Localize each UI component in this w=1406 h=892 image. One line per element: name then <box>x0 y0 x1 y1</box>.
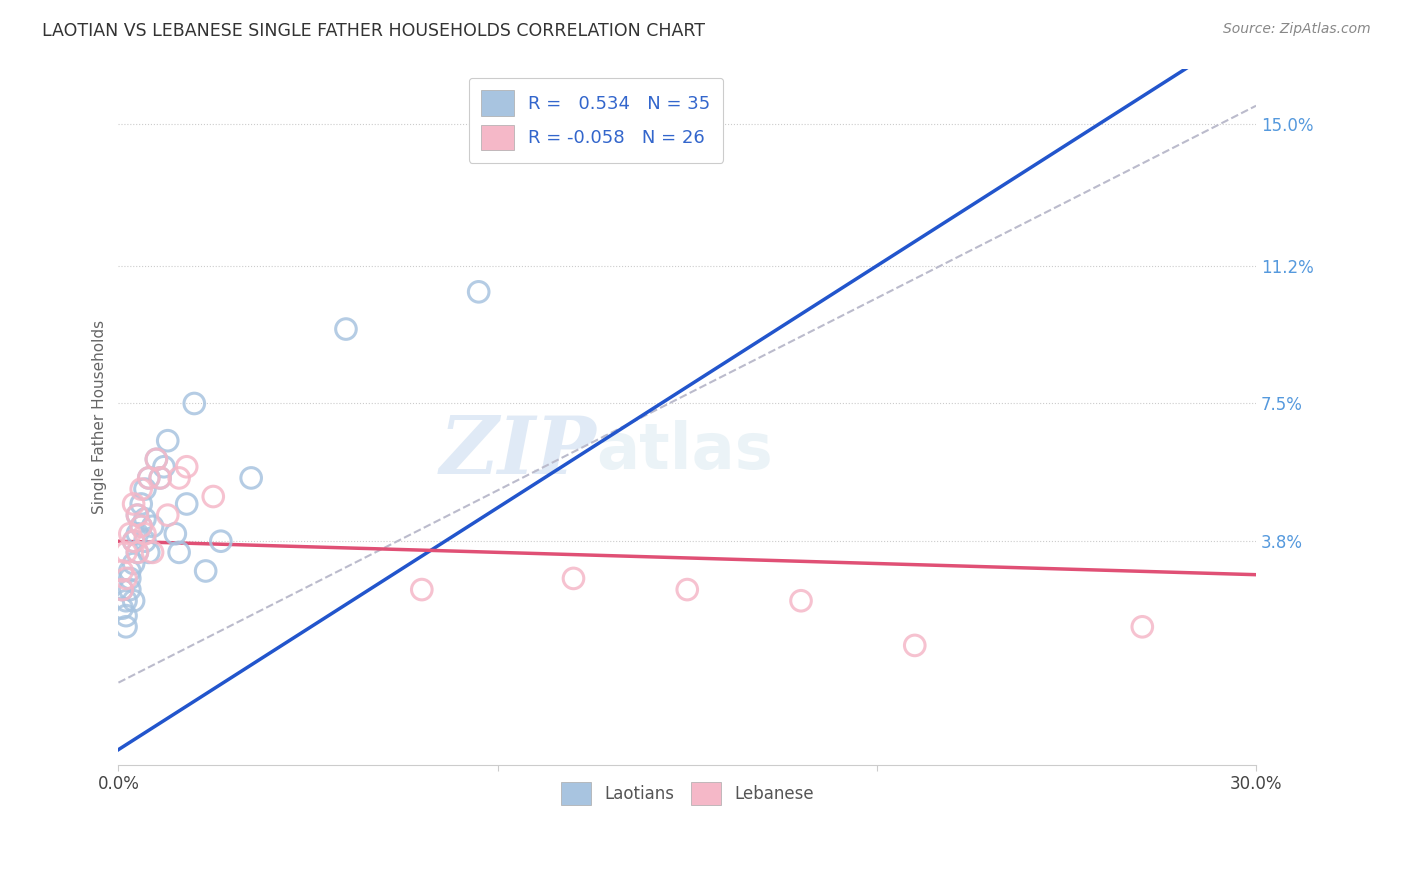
Point <box>149 471 172 485</box>
Point <box>335 322 357 336</box>
Point <box>127 526 149 541</box>
Point <box>127 508 149 523</box>
Point <box>122 534 145 549</box>
Point <box>129 497 152 511</box>
Text: atlas: atlas <box>596 420 773 483</box>
Point <box>194 564 217 578</box>
Point <box>142 545 165 559</box>
Point <box>122 534 145 549</box>
Point <box>145 452 167 467</box>
Point <box>118 582 141 597</box>
Point <box>156 434 179 448</box>
Point <box>676 582 699 597</box>
Point <box>145 452 167 467</box>
Point <box>122 593 145 607</box>
Point <box>167 545 190 559</box>
Point <box>115 620 138 634</box>
Point <box>122 557 145 571</box>
Point <box>165 526 187 541</box>
Point <box>411 582 433 597</box>
Point <box>127 508 149 523</box>
Point <box>111 601 134 615</box>
Point <box>118 571 141 585</box>
Text: ZIP: ZIP <box>439 413 596 490</box>
Point <box>176 497 198 511</box>
Point <box>118 526 141 541</box>
Point <box>790 593 813 607</box>
Point <box>138 471 160 485</box>
Point <box>129 482 152 496</box>
Point <box>127 545 149 559</box>
Point <box>183 396 205 410</box>
Point <box>129 519 152 533</box>
Point <box>904 639 927 653</box>
Point <box>115 545 138 559</box>
Point <box>118 564 141 578</box>
Point <box>240 471 263 485</box>
Point <box>467 285 489 299</box>
Point <box>134 482 156 496</box>
Legend: Laotians, Lebanese: Laotians, Lebanese <box>551 772 824 815</box>
Point <box>111 582 134 597</box>
Y-axis label: Single Father Households: Single Father Households <box>93 319 107 514</box>
Point <box>153 459 176 474</box>
Point <box>111 564 134 578</box>
Point <box>562 571 585 585</box>
Point <box>202 490 225 504</box>
Point <box>1130 620 1153 634</box>
Point <box>209 534 232 549</box>
Point <box>115 571 138 585</box>
Point <box>127 545 149 559</box>
Point <box>122 497 145 511</box>
Point <box>129 519 152 533</box>
Point <box>134 512 156 526</box>
Point <box>115 593 138 607</box>
Point <box>142 519 165 533</box>
Point <box>115 608 138 623</box>
Point <box>134 526 156 541</box>
Point <box>149 471 172 485</box>
Point <box>134 534 156 549</box>
Point <box>156 508 179 523</box>
Point <box>167 471 190 485</box>
Point <box>138 545 160 559</box>
Point <box>111 582 134 597</box>
Text: Source: ZipAtlas.com: Source: ZipAtlas.com <box>1223 22 1371 37</box>
Text: LAOTIAN VS LEBANESE SINGLE FATHER HOUSEHOLDS CORRELATION CHART: LAOTIAN VS LEBANESE SINGLE FATHER HOUSEH… <box>42 22 706 40</box>
Point <box>176 459 198 474</box>
Point <box>138 471 160 485</box>
